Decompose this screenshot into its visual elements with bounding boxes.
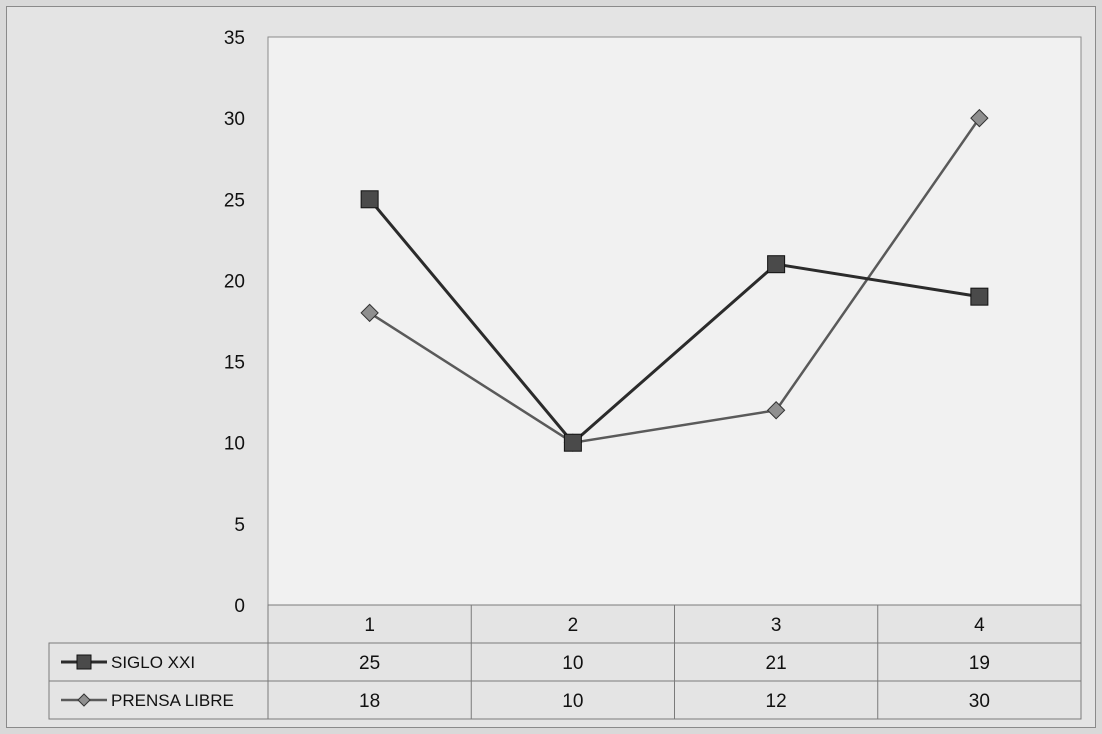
series-siglo-xxi [360, 190, 989, 452]
legend-entry: SIGLO XXI [61, 653, 195, 672]
legend-label: PRENSA LIBRE [111, 691, 234, 710]
table-cell-value: 10 [562, 691, 583, 712]
table-cell-value: 19 [969, 653, 990, 674]
table-cell-value: 18 [359, 691, 380, 712]
data-point [360, 303, 379, 323]
data-point [970, 287, 989, 306]
legend-entry: PRENSA LIBRE [61, 691, 234, 710]
legend-marker [76, 654, 92, 670]
table-cell-value: 21 [766, 653, 787, 674]
legend-marker [77, 693, 91, 707]
table-row [48, 680, 1082, 720]
series-line [368, 198, 980, 445]
y-tick-label: 10 [224, 434, 245, 455]
x-tick-label: 4 [974, 615, 985, 636]
table-cell-value: 30 [969, 691, 990, 712]
y-axis: 0 5 10 15 20 25 30 35 [224, 28, 245, 617]
plot-area [267, 36, 1082, 606]
y-tick-label: 15 [224, 353, 245, 374]
y-tick-label: 0 [234, 596, 245, 617]
table-cell-value: 12 [766, 691, 787, 712]
table-cell-value: 25 [359, 653, 380, 674]
y-tick-label: 30 [224, 109, 245, 130]
y-tick-label: 5 [234, 515, 245, 536]
y-tick-label: 20 [224, 271, 245, 292]
series-line [368, 117, 981, 445]
data-point [970, 108, 989, 128]
series-lines [360, 108, 989, 452]
plot-background [267, 36, 1082, 606]
legend-label: SIGLO XXI [111, 653, 195, 672]
x-tick-label: 3 [771, 615, 782, 636]
data-point [360, 190, 379, 209]
y-tick-label: 35 [224, 28, 245, 49]
y-tick-label: 25 [224, 190, 245, 211]
chart-frame: 0 5 10 15 20 25 30 35 1 2 3 4 SIGLO XXI 25 10 21 19 PREN… [6, 6, 1096, 728]
table-cell-value: 10 [562, 653, 583, 674]
data-point [766, 401, 786, 420]
x-tick-label: 1 [364, 615, 375, 636]
x-tick-label: 2 [568, 615, 579, 636]
data-point [767, 255, 786, 274]
data-point [563, 433, 582, 452]
